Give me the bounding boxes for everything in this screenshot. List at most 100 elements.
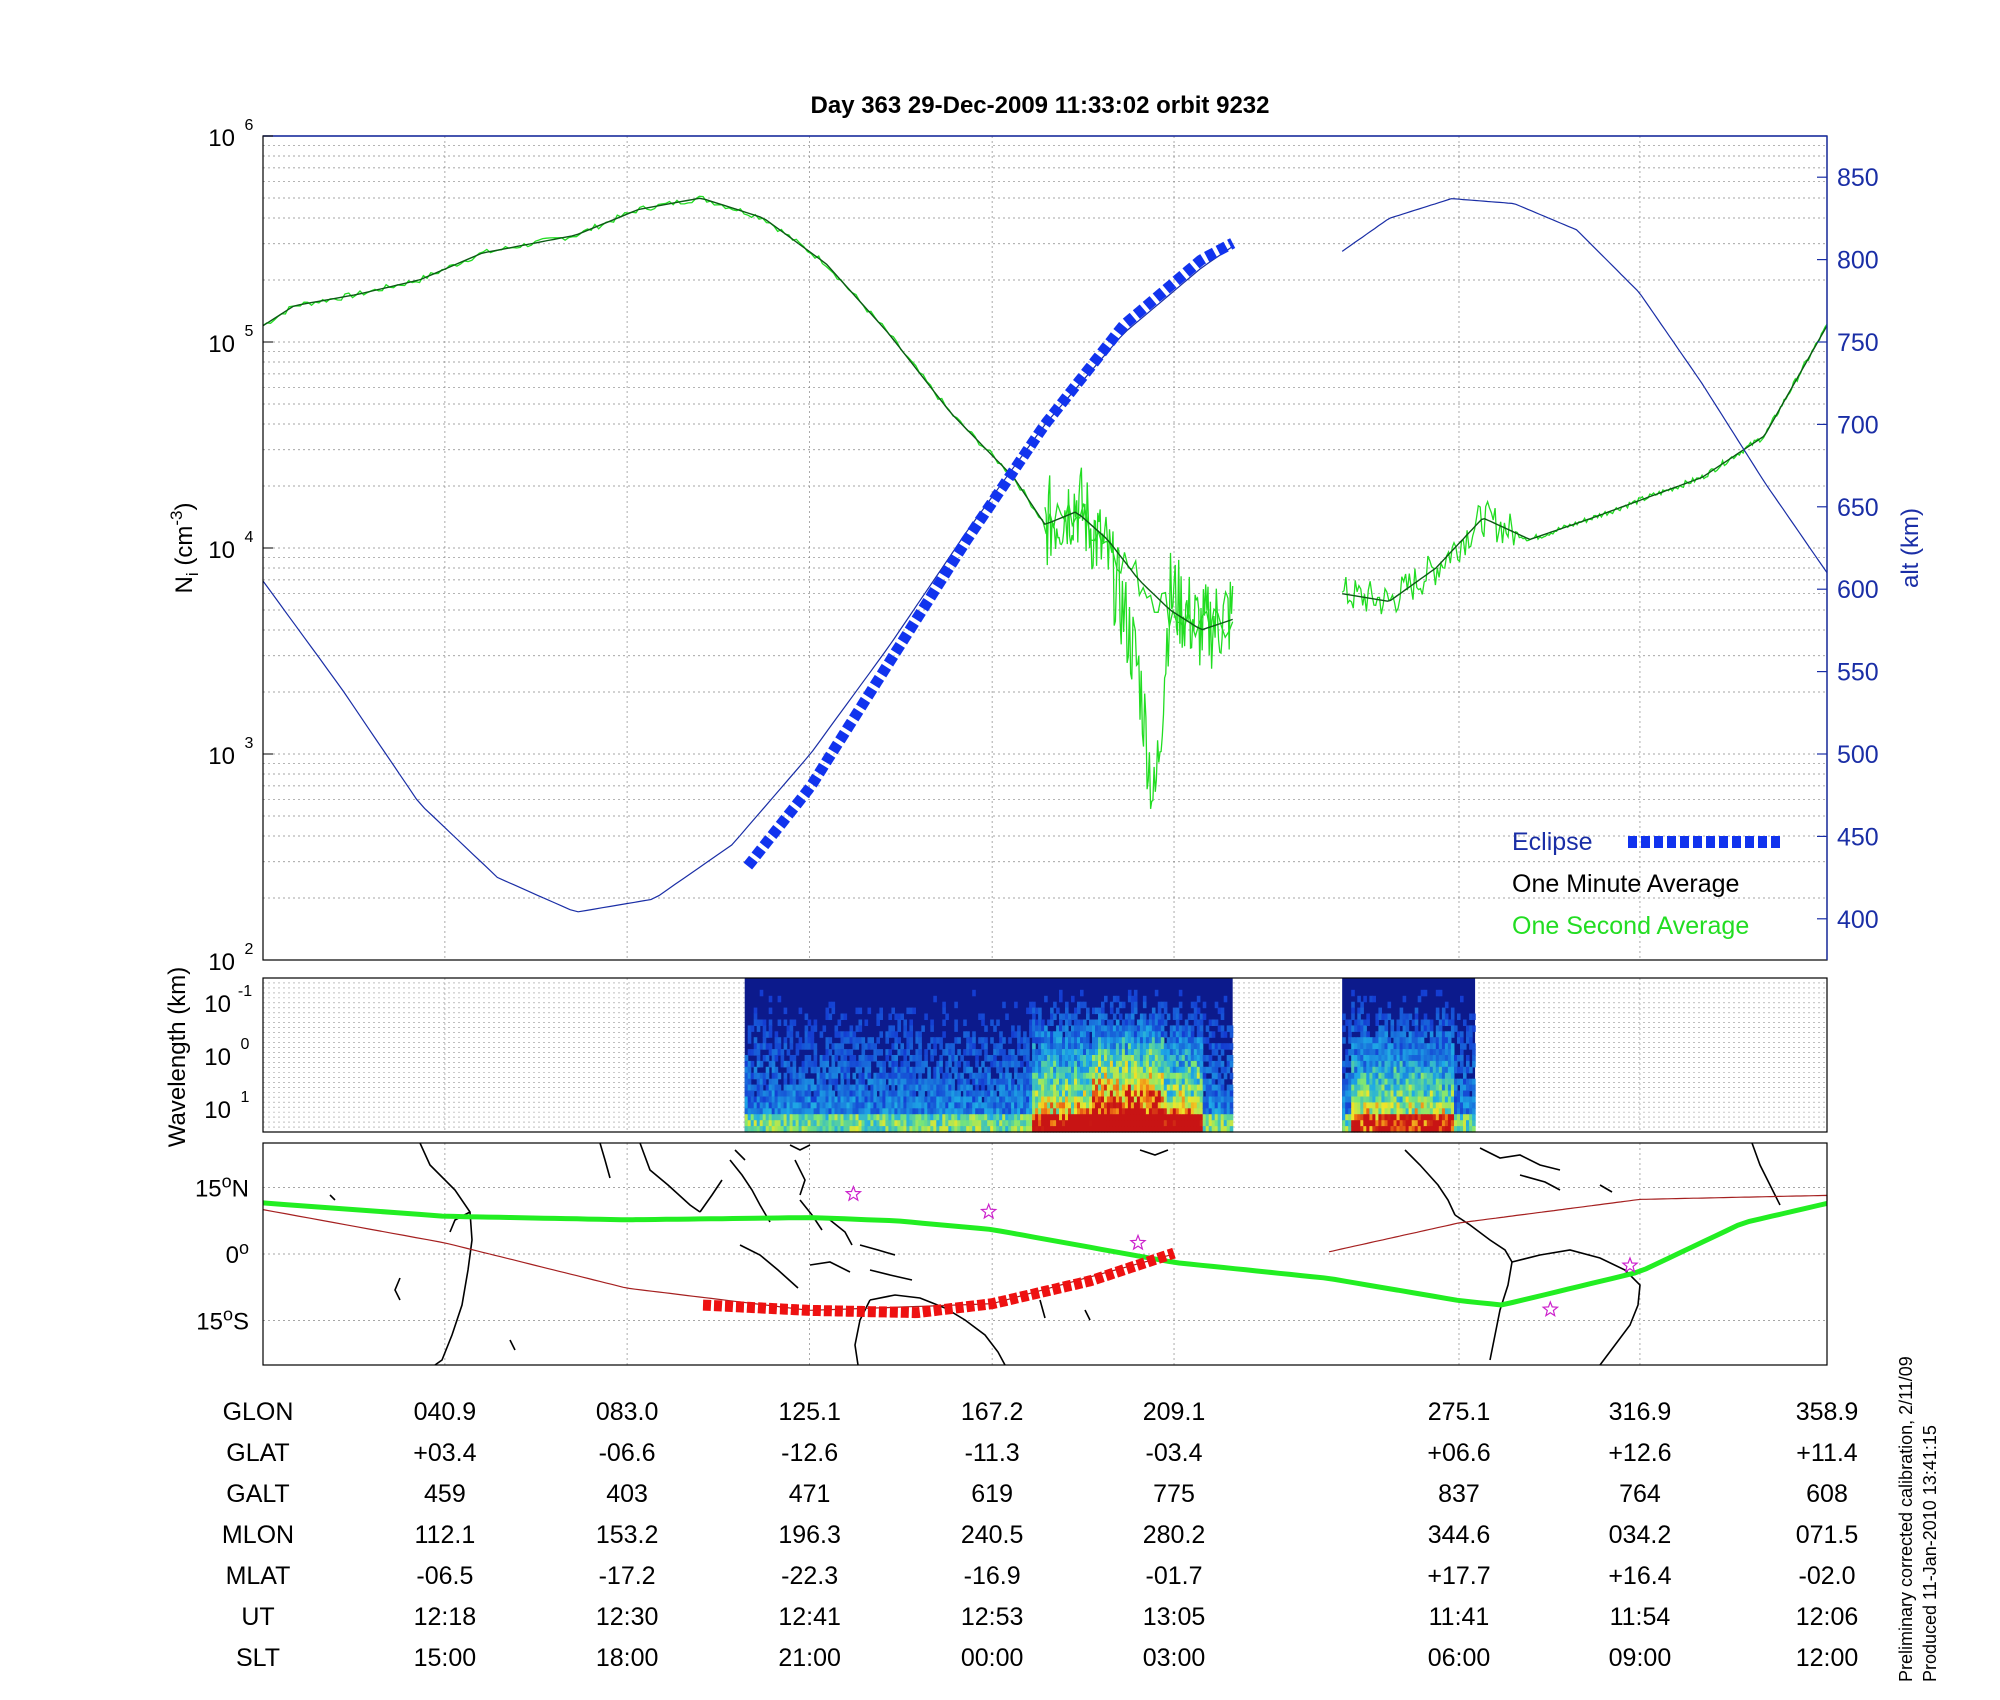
table-cell: 12:30 <box>596 1603 659 1631</box>
table-row-label: MLAT <box>226 1562 291 1590</box>
table-row-label: UT <box>241 1603 274 1631</box>
table-cell: 344.6 <box>1428 1521 1491 1549</box>
wavelength-tick-exponent: 1 <box>241 1089 250 1106</box>
ground-track-line <box>262 1200 1828 1308</box>
legend-eclipse-label: Eclipse <box>1512 828 1593 856</box>
altitude-tick-label: 700 <box>1837 411 1879 439</box>
table-cell: 153.2 <box>596 1521 659 1549</box>
density-tick-label: 10 <box>208 331 235 358</box>
altitude-tick-label: 550 <box>1837 659 1879 687</box>
table-cell: 09:00 <box>1609 1644 1672 1672</box>
table-cell: 196.3 <box>778 1521 841 1549</box>
table-cell: 316.9 <box>1609 1398 1672 1426</box>
table-cell: 167.2 <box>961 1398 1024 1426</box>
altitude-tick-label: 450 <box>1837 823 1879 851</box>
table-cell: 21:00 <box>778 1644 841 1672</box>
table-row-label: GLON <box>223 1398 294 1426</box>
spectrogram-panel: 10 -1 10 0 10 1 Wavelength (km) <box>164 967 1828 1148</box>
calibration-note: Preliminary corrected calibration, 2/11/… <box>1896 1356 1916 1682</box>
table-cell: 112.1 <box>415 1521 476 1549</box>
wavelength-tick-exponent: -1 <box>238 983 252 1000</box>
density-axis-label: Ni (cm-3) <box>167 503 202 594</box>
table-cell: +03.4 <box>413 1439 476 1467</box>
table-cell: 13:05 <box>1143 1603 1206 1631</box>
wavelength-axis-label: Wavelength (km) <box>164 967 191 1148</box>
legend-one-second-label: One Second Average <box>1512 912 1749 940</box>
density-tick-exponent: 3 <box>245 735 254 752</box>
table-cell: 837 <box>1438 1480 1480 1508</box>
table-cell: -22.3 <box>781 1562 838 1590</box>
one-second-spikes <box>1044 467 1234 809</box>
coastlines <box>329 1142 1781 1366</box>
altitude-tick-label: 850 <box>1837 164 1879 192</box>
table-cell: -06.6 <box>599 1439 656 1467</box>
table-cell: +17.7 <box>1427 1562 1490 1590</box>
table-cell: -03.4 <box>1146 1439 1203 1467</box>
one-second-series <box>262 195 1234 639</box>
table-cell: 040.9 <box>414 1398 477 1426</box>
table-cell: 280.2 <box>1143 1521 1206 1549</box>
density-plot-area <box>262 195 1828 913</box>
table-cell: 459 <box>424 1480 466 1508</box>
table-cell: 11:54 <box>1610 1603 1671 1631</box>
table-cell: -17.2 <box>599 1562 656 1590</box>
density-tick-exponent: 6 <box>245 117 254 134</box>
table-cell: +11.4 <box>1796 1439 1857 1467</box>
table-row-label: GLAT <box>226 1439 289 1467</box>
map-plot-area <box>262 1184 1828 1319</box>
table-cell: 358.9 <box>1796 1398 1859 1426</box>
spectrogram-plot-area <box>744 978 1476 1133</box>
density-tick-exponent: 4 <box>245 529 254 546</box>
table-cell: 209.1 <box>1143 1398 1206 1426</box>
table-cell: 775 <box>1153 1480 1195 1508</box>
table-cell: -06.5 <box>416 1562 473 1590</box>
table-cell: 12:00 <box>1796 1644 1859 1672</box>
table-cell: 619 <box>971 1480 1013 1508</box>
altitude-tick-label: 800 <box>1837 247 1879 275</box>
altitude-tick-label: 600 <box>1837 576 1879 604</box>
altitude-series <box>1341 198 1828 574</box>
table-cell: 403 <box>606 1480 648 1508</box>
ground-track-map: 15oN 0o 15oS <box>195 1142 1828 1366</box>
table-cell: 240.5 <box>961 1521 1024 1549</box>
altitude-right-axis: 400 450 500 550 600 650 700 750 800 850 <box>1817 164 1879 934</box>
map-eclipse-line <box>702 1247 1176 1319</box>
wavelength-tick-label: 10 <box>204 1097 231 1124</box>
table-cell: 071.5 <box>1796 1521 1859 1549</box>
table-cell: 034.2 <box>1609 1521 1672 1549</box>
density-left-axis: 10 2 10 3 10 4 10 5 10 6 <box>208 117 273 976</box>
density-panel: 10 2 10 3 10 4 10 5 10 6 400 450 500 550 600 650 700 750… <box>167 117 1924 976</box>
density-tick-label: 10 <box>208 949 235 976</box>
table-cell: 06:00 <box>1428 1644 1491 1672</box>
density-tick-label: 10 <box>208 743 235 770</box>
wavelength-tick-label: 10 <box>204 1044 231 1071</box>
legend-one-minute-label: One Minute Average <box>1512 870 1739 898</box>
magnetic-equator-line <box>1328 1194 1828 1253</box>
table-cell: 15:00 <box>414 1644 477 1672</box>
altitude-tick-label: 500 <box>1837 741 1879 769</box>
table-row-label: MLON <box>222 1521 294 1549</box>
latitude-tick-label: 15oN <box>195 1171 249 1202</box>
table-cell: 764 <box>1619 1480 1661 1508</box>
eclipse-series <box>743 238 1236 870</box>
table-cell: 125.1 <box>778 1398 841 1426</box>
density-gridlines <box>263 136 1827 961</box>
latitude-tick-label: 15oS <box>196 1305 249 1336</box>
altitude-tick-label: 400 <box>1837 906 1879 934</box>
table-cell: -02.0 <box>1799 1562 1856 1590</box>
density-tick-exponent: 5 <box>245 323 254 340</box>
table-cell: 12:06 <box>1796 1603 1859 1631</box>
legend: Eclipse One Minute Average One Second Av… <box>1512 828 1780 940</box>
table-cell: +12.6 <box>1608 1439 1671 1467</box>
latitude-tick-label: 0o <box>226 1238 249 1269</box>
table-cell: 275.1 <box>1428 1398 1491 1426</box>
density-tick-exponent: 2 <box>245 941 254 958</box>
table-cell: -16.9 <box>964 1562 1021 1590</box>
table-cell: 608 <box>1806 1480 1848 1508</box>
produced-note: Produced 11-Jan-2010 13:41:15 <box>1920 1425 1940 1682</box>
wavelength-tick-exponent: 0 <box>241 1036 250 1053</box>
wavelength-tick-label: 10 <box>204 991 231 1018</box>
table-row-label: GALT <box>226 1480 289 1508</box>
table-cell: -01.7 <box>1146 1562 1203 1590</box>
